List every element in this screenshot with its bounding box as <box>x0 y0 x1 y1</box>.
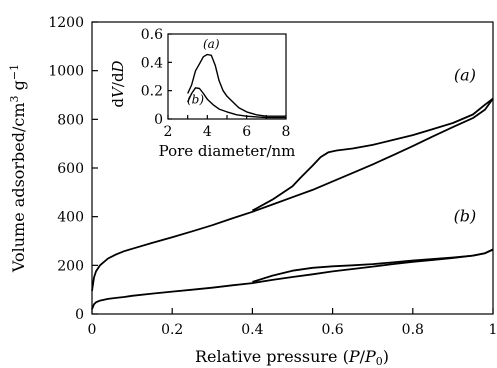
inset-annotations: (a) (b) <box>187 37 220 106</box>
x-tick-label: 0.4 <box>241 322 263 338</box>
y-tick-label: 1200 <box>48 15 84 31</box>
y-tick-label: 600 <box>57 161 84 177</box>
y-tick-label: 1000 <box>48 64 84 80</box>
inset-series-label-a: (a) <box>203 37 220 51</box>
inset-x-tick-label: 8 <box>282 124 291 140</box>
inset-chart: 2 4 6 8 0 0.2 0.4 0.6 (a) (b) Pore diameter/nm d… <box>109 27 295 160</box>
x-axis-label: Relative pressure (P/P0) <box>195 347 389 368</box>
inset-x-tick-label: 4 <box>203 124 212 140</box>
y-tick-label: 200 <box>57 258 84 274</box>
x-tick-label: 0.8 <box>402 322 424 338</box>
main-annotations: (a) (b) <box>454 65 477 225</box>
inset-x-tick-label: 2 <box>164 124 173 140</box>
inset-series <box>188 55 286 118</box>
inset-y-tick-label: 0 <box>154 112 163 128</box>
inset-y-tick-label: 0.2 <box>141 84 163 100</box>
y-tick-label: 400 <box>57 210 84 226</box>
inset-x-axis-label: Pore diameter/nm <box>159 142 296 160</box>
y-axis-label: Volume adsorbed/cm3 g−1 <box>8 64 28 273</box>
x-tick-label: 0 <box>88 322 97 338</box>
series-label-a: (a) <box>454 65 476 84</box>
main-series <box>92 99 493 310</box>
x-tick-label: 1 <box>489 322 497 338</box>
inset-y-tick-label: 0.6 <box>141 27 163 43</box>
inset-y-tick-label: 0.4 <box>141 55 163 71</box>
y-tick-label: 0 <box>75 307 84 323</box>
inset-series-a-line <box>188 55 286 117</box>
inset-x-tick-label: 6 <box>242 124 251 140</box>
inset-series-label-b: (b) <box>187 92 204 106</box>
inset-plot-frame <box>168 34 286 119</box>
y-tick-label: 800 <box>57 112 84 128</box>
inset-y-axis-label: dV/dD <box>109 60 127 107</box>
series-label-b: (b) <box>454 207 477 226</box>
x-tick-label: 0.2 <box>161 322 183 338</box>
series-a-adsorption-line <box>92 99 493 291</box>
x-tick-label: 0.6 <box>321 322 343 338</box>
